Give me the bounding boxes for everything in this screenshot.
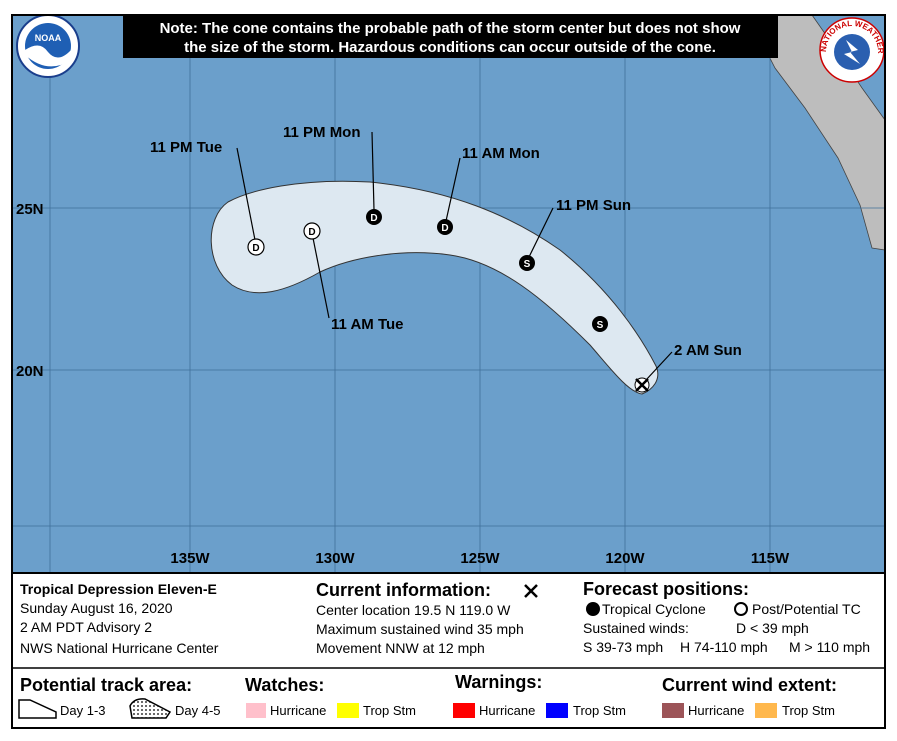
forecast-item: M > 110 mph	[789, 639, 870, 655]
position-label: 11 PM Sun	[556, 197, 631, 214]
current-title: Current information:	[316, 580, 491, 600]
x-marker	[635, 378, 649, 392]
position-marker	[366, 209, 382, 225]
position-label: 11 AM Mon	[462, 145, 540, 162]
leader-line	[236, 147, 256, 241]
legend-item: Hurricane	[270, 703, 326, 718]
position-symbol: D	[370, 213, 377, 224]
swatch	[662, 703, 684, 718]
logo-wave	[25, 45, 71, 67]
legend-title: Watches:	[245, 675, 324, 695]
storm-name: Tropical Depression Eleven-E	[20, 581, 217, 597]
lon-label: 130W	[315, 550, 355, 567]
note-text: the size of the storm. Hazardous conditi…	[184, 39, 716, 56]
position-symbol: S	[597, 320, 604, 331]
leader-line	[528, 207, 554, 258]
lat-label: 20N	[16, 363, 44, 380]
current-position	[634, 377, 650, 393]
current-line: Movement NNW at 12 mph	[316, 640, 485, 656]
position-symbol: D	[308, 227, 315, 238]
forecast-item: Tropical Cyclone	[602, 601, 706, 617]
legend-item: Hurricane	[688, 703, 744, 718]
swatch	[546, 703, 568, 718]
position-label: 11 PM Mon	[283, 124, 361, 141]
storm-source: NWS National Hurricane Center	[20, 640, 219, 656]
legend-item: Day 4-5	[175, 703, 221, 718]
current-line: Maximum sustained wind 35 mph	[316, 621, 524, 637]
swatch	[755, 703, 777, 718]
forecast-item: Sustained winds:	[583, 620, 689, 636]
x-icon	[524, 584, 538, 598]
forecast-item: Post/Potential TC	[752, 601, 861, 617]
logo-text: NOAA	[35, 33, 62, 43]
position-label: 11 AM Tue	[331, 316, 404, 333]
leader-line	[645, 351, 673, 381]
lon-label: 135W	[170, 550, 210, 567]
ocean	[12, 15, 885, 573]
legend-title: Current wind extent:	[662, 675, 837, 695]
legend-item: Trop Stm	[573, 703, 626, 718]
forecast-item: D < 39 mph	[736, 620, 809, 636]
position-marker	[437, 219, 453, 235]
leader-line	[312, 237, 330, 319]
logo-bolt	[844, 40, 860, 64]
position-marker	[519, 255, 535, 271]
frame	[11, 14, 886, 729]
legend-title: Potential track area:	[20, 675, 192, 695]
forecast-cone	[210, 180, 659, 395]
leader-line	[445, 157, 461, 222]
swatch	[337, 703, 359, 718]
legend-item: Trop Stm	[782, 703, 835, 718]
position-marker	[247, 238, 265, 256]
legend-item: Day 1-3	[60, 703, 106, 718]
position-marker	[592, 316, 608, 332]
swatch	[453, 703, 475, 718]
lon-label: 125W	[460, 550, 500, 567]
legend-icon	[129, 698, 172, 719]
current-line: Center location 19.5 N 119.0 W	[316, 602, 511, 618]
lon-label: 115W	[751, 550, 790, 567]
legend-title: Warnings:	[455, 672, 542, 692]
position-marker	[303, 222, 321, 240]
forecast-item: H 74-110 mph	[680, 639, 768, 655]
note-text: Note: The cone contains the probable pat…	[160, 20, 741, 37]
storm-date: Sunday August 16, 2020	[20, 600, 173, 616]
lat-label: 25N	[16, 201, 44, 218]
legend-filled-circle	[586, 602, 600, 616]
storm-advisory: 2 AM PDT Advisory 2	[20, 619, 152, 635]
legend-item: Trop Stm	[363, 703, 416, 718]
legend-item: Hurricane	[479, 703, 535, 718]
leader-line	[371, 131, 375, 211]
forecast-title: Forecast positions:	[583, 579, 749, 599]
legend-icon	[18, 699, 57, 719]
position-symbol: D	[441, 223, 448, 234]
position-symbol: D	[252, 243, 259, 254]
noaa-logo: NOAA	[16, 14, 80, 78]
position-label: 2 AM Sun	[674, 342, 742, 359]
note-box	[123, 16, 778, 58]
position-label: 11 PM Tue	[150, 139, 222, 156]
swatch	[246, 703, 266, 718]
lon-label: 120W	[605, 550, 645, 567]
forecast-item: S 39-73 mph	[583, 639, 663, 655]
legend-open-circle	[734, 602, 748, 616]
position-symbol: S	[524, 259, 531, 270]
